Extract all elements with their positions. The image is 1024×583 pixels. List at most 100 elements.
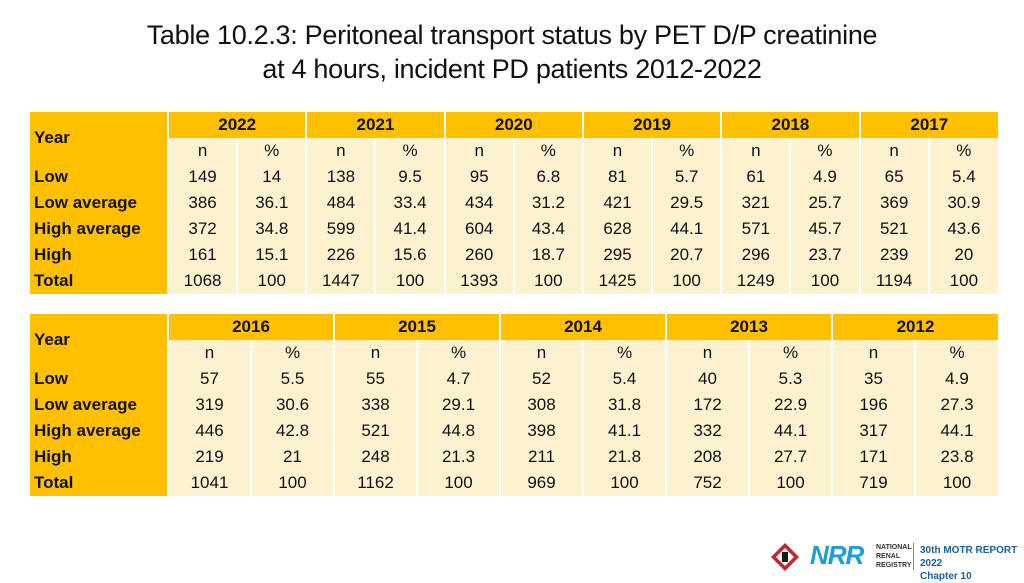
percent-cell: 100 <box>512 268 583 294</box>
count-cell: 321 <box>720 190 791 216</box>
percent-cell: 33.4 <box>374 190 445 216</box>
count-subheader: n <box>166 138 238 164</box>
percent-subheader: % <box>416 340 500 366</box>
percent-cell: 45.7 <box>789 216 860 242</box>
percent-cell: 41.1 <box>582 418 666 444</box>
percent-subheader: % <box>927 138 998 164</box>
count-cell: 1393 <box>443 268 514 294</box>
row-label: Low <box>30 366 168 392</box>
percent-cell: 100 <box>416 470 500 496</box>
count-cell: 308 <box>499 392 583 418</box>
report-chapter: Chapter 10 <box>920 571 972 582</box>
count-cell: 226 <box>305 242 376 268</box>
count-subheader: n <box>167 340 251 366</box>
title-line-1: Table 10.2.3: Peritoneal transport statu… <box>146 20 878 50</box>
count-cell: 372 <box>166 216 238 242</box>
row-label: High <box>30 242 168 268</box>
percent-cell: 20.7 <box>651 242 722 268</box>
percent-cell: 100 <box>914 470 998 496</box>
percent-cell: 30.9 <box>927 190 998 216</box>
percent-cell: 27.7 <box>748 444 832 470</box>
count-cell: 211 <box>499 444 583 470</box>
count-cell: 969 <box>499 470 583 496</box>
count-cell: 248 <box>333 444 417 470</box>
page-title: Table 10.2.3: Peritoneal transport statu… <box>0 18 1024 86</box>
table-2017-2022: Year 2022 2021 2020 2019 2018 2017 n% n% n% n% n% n%… <box>30 112 998 294</box>
count-cell: 599 <box>305 216 376 242</box>
percent-cell: 44.1 <box>748 418 832 444</box>
percent-subheader: % <box>374 138 445 164</box>
year-column-header: 2020 <box>443 112 583 138</box>
year-column-header: 2021 <box>305 112 445 138</box>
row-label: Low average <box>30 392 168 418</box>
percent-cell: 21.3 <box>416 444 500 470</box>
percent-cell: 4.9 <box>914 366 998 392</box>
count-cell: 338 <box>333 392 417 418</box>
percent-cell: 100 <box>789 268 860 294</box>
count-cell: 52 <box>499 366 583 392</box>
percent-cell: 29.5 <box>651 190 722 216</box>
table-row: Low 57 5.5 55 4.7 52 5.4 40 5.3 35 4.9 <box>30 366 998 392</box>
count-cell: 196 <box>831 392 915 418</box>
year-column-header: 2013 <box>665 314 832 340</box>
count-cell: 752 <box>665 470 749 496</box>
row-label: High average <box>30 216 168 242</box>
percent-subheader: % <box>250 340 334 366</box>
year-header: Year <box>30 314 168 366</box>
percent-cell: 100 <box>236 268 307 294</box>
count-subheader: n <box>305 138 376 164</box>
percent-subheader: % <box>789 138 860 164</box>
count-cell: 219 <box>167 444 251 470</box>
percent-cell: 5.4 <box>927 164 998 190</box>
count-cell: 1447 <box>305 268 376 294</box>
year-column-header: 2012 <box>831 314 998 340</box>
percent-cell: 18.7 <box>512 242 583 268</box>
percent-cell: 41.4 <box>374 216 445 242</box>
table-row: Low average 319 30.6 338 29.1 308 31.8 172 22.9 1… <box>30 392 998 418</box>
percent-cell: 4.7 <box>416 366 500 392</box>
count-cell: 55 <box>333 366 417 392</box>
table-2012-2016: Year 2016 2015 2014 2013 2012 n% n% n% n% n% Low 57 5… <box>30 314 998 496</box>
percent-cell: 30.6 <box>250 392 334 418</box>
count-cell: 386 <box>166 190 238 216</box>
count-cell: 171 <box>831 444 915 470</box>
count-cell: 1194 <box>858 268 929 294</box>
count-cell: 604 <box>443 216 514 242</box>
count-subheader: n <box>443 138 514 164</box>
year-column-header: 2015 <box>333 314 500 340</box>
percent-cell: 5.7 <box>651 164 722 190</box>
count-cell: 319 <box>167 392 251 418</box>
table-row: High average 446 42.8 521 44.8 398 41.1 332 44.1… <box>30 418 998 444</box>
percent-cell: 27.3 <box>914 392 998 418</box>
report-title: 30th MOTR REPORT 2022 <box>920 545 1018 569</box>
percent-cell: 100 <box>651 268 722 294</box>
percent-cell: 31.2 <box>512 190 583 216</box>
percent-cell: 23.8 <box>914 444 998 470</box>
table-row: Low average 386 36.1 484 33.4 434 31.2 421 29.5 3… <box>30 190 998 216</box>
count-cell: 57 <box>167 366 251 392</box>
table-row: Low 149 14 138 9.5 95 6.8 81 5.7 61 4.9 65 5.4 <box>30 164 998 190</box>
row-label: High average <box>30 418 168 444</box>
count-cell: 65 <box>858 164 929 190</box>
count-subheader: n <box>720 138 791 164</box>
count-cell: 61 <box>720 164 791 190</box>
title-line-2: at 4 hours, incident PD patients 2012-20… <box>262 54 762 84</box>
count-cell: 1162 <box>333 470 417 496</box>
count-cell: 1068 <box>166 268 238 294</box>
count-subheader: n <box>499 340 583 366</box>
count-cell: 95 <box>443 164 514 190</box>
percent-cell: 42.8 <box>250 418 334 444</box>
count-cell: 369 <box>858 190 929 216</box>
percent-cell: 29.1 <box>416 392 500 418</box>
count-subheader: n <box>831 340 915 366</box>
percent-subheader: % <box>582 340 666 366</box>
year-column-header: 2022 <box>166 112 307 138</box>
table-row: Total 1041 100 1162 100 969 100 752 100 719 100 <box>30 470 998 496</box>
count-cell: 1249 <box>720 268 791 294</box>
count-cell: 434 <box>443 190 514 216</box>
percent-subheader: % <box>914 340 998 366</box>
count-cell: 208 <box>665 444 749 470</box>
count-cell: 40 <box>665 366 749 392</box>
count-cell: 317 <box>831 418 915 444</box>
year-header: Year <box>30 112 168 164</box>
